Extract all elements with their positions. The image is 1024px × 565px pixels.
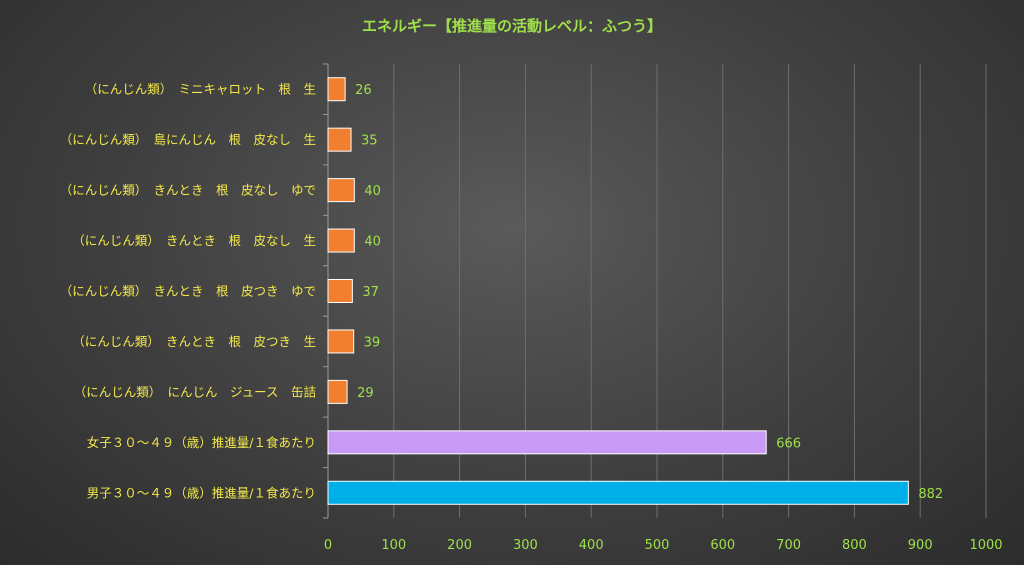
category-labels: （にんじん類） ミニキャロット 根 生 （にんじん類） 島にんじん 根 皮なし 生… (60, 82, 316, 501)
x-tick-label: 1000 (969, 538, 1002, 553)
category-label: 女子３０～４９（歳）推進量/１食あたり (87, 435, 316, 450)
x-tick-label: 500 (645, 538, 670, 553)
x-tick-label: 0 (324, 538, 332, 553)
bar (327, 379, 348, 404)
bar (327, 178, 355, 203)
x-tick-label: 900 (908, 538, 933, 553)
data-label: 39 (364, 335, 381, 350)
bars (327, 77, 909, 505)
category-label: （にんじん類） きんとき 根 皮なし ゆで (60, 183, 316, 198)
category-label: （にんじん類） きんとき 根 皮なし 生 (72, 233, 316, 248)
bar (327, 329, 355, 354)
data-label: 40 (364, 235, 381, 250)
bar (327, 228, 355, 253)
x-tick-label: 700 (776, 538, 801, 553)
category-label: （にんじん類） 島にんじん 根 皮なし 生 (60, 132, 316, 147)
bar (327, 127, 352, 152)
category-label: （にんじん類） きんとき 根 皮つき 生 (72, 334, 316, 349)
data-label: 40 (364, 184, 381, 199)
value-labels: 26 35 40 40 37 39 29 666 882 (355, 83, 943, 502)
data-label: 26 (355, 83, 372, 98)
data-label: 666 (776, 436, 801, 451)
data-label: 29 (357, 386, 374, 401)
category-label: （にんじん類） きんとき 根 皮つき ゆで (60, 284, 316, 299)
bar (327, 480, 909, 505)
category-label: （にんじん類） にんじん ジュース 缶詰 (74, 384, 316, 399)
bar (327, 279, 353, 303)
x-tick-label: 200 (447, 538, 472, 553)
x-tick-label: 600 (710, 538, 735, 553)
chart-title: エネルギー【推進量の活動レベル：ふつう】 (362, 17, 662, 35)
data-label: 37 (362, 285, 379, 300)
x-tick-label: 300 (513, 538, 538, 553)
bar (327, 77, 346, 102)
x-tick-label: 400 (579, 538, 604, 553)
data-label: 882 (918, 487, 943, 502)
data-label: 35 (361, 134, 378, 149)
category-label: 男子３０～４９（歳）推進量/１食あたり (87, 485, 316, 500)
x-tick-label: 800 (842, 538, 867, 553)
bar (327, 430, 767, 455)
x-axis-tick-labels: 0 100 200 300 400 500 600 700 800 900 1000 (324, 538, 1003, 553)
category-label: （にんじん類） ミニキャロット 根 生 (85, 82, 316, 97)
x-tick-label: 100 (381, 538, 406, 553)
